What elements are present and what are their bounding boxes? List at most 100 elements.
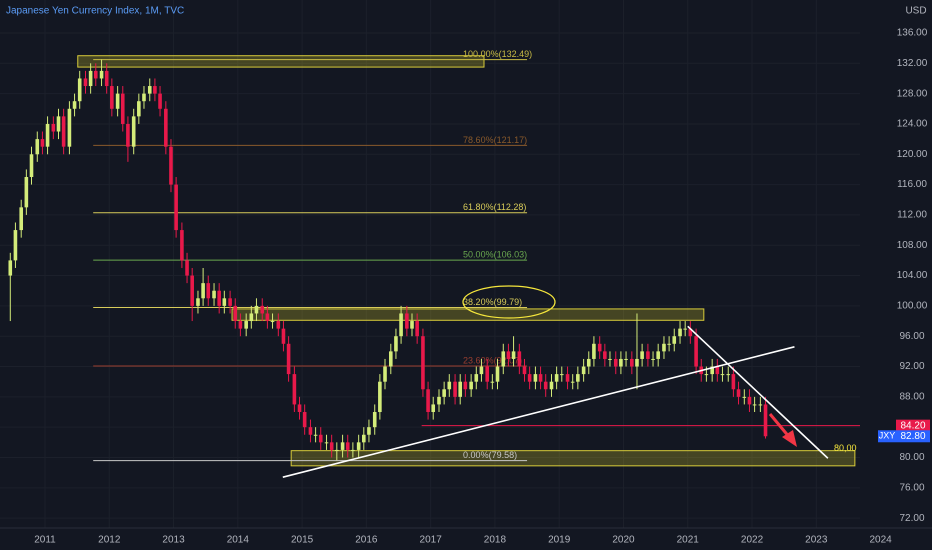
candle-body	[260, 305, 265, 314]
candle-body	[656, 351, 660, 359]
candle-body	[93, 70, 98, 79]
candle-body	[238, 321, 243, 329]
candle-body	[29, 154, 34, 178]
candle-body	[463, 381, 468, 390]
candle-body	[190, 275, 194, 306]
plot: 100.00%(132.49) 78.60%(121.17) 61.80%(112.…	[8, 49, 860, 478]
candle-body	[345, 442, 350, 450]
x-tick-label: 2022	[741, 535, 764, 546]
fib-label: 23.60%(92.07)	[463, 355, 522, 365]
level-price-label: 84.20	[900, 420, 925, 431]
candle-body	[527, 374, 532, 382]
candle-body	[45, 123, 50, 147]
candle-body	[554, 374, 559, 382]
x-tick-label: 2012	[98, 535, 121, 546]
y-tick-label: 120.00	[897, 149, 928, 160]
candle-body	[286, 343, 291, 375]
candle-body	[586, 358, 591, 367]
last-price-label: 82.80	[900, 431, 925, 442]
candle-body	[137, 101, 141, 117]
candle-body	[630, 358, 634, 367]
candle-body	[538, 374, 543, 382]
candle-body	[533, 374, 538, 382]
y-tick-label: 96.00	[899, 331, 924, 342]
zone	[290, 450, 856, 467]
candle-body	[126, 123, 130, 147]
candle-body	[635, 358, 639, 367]
candle-body	[570, 381, 575, 383]
candle-body	[61, 116, 66, 147]
x-tick-label: 2017	[420, 535, 443, 546]
x-tick-label: 2016	[355, 535, 378, 546]
y-tick-label: 136.00	[897, 28, 928, 39]
candle-body	[8, 260, 13, 276]
arrow-shaft	[768, 413, 792, 439]
candle-body	[608, 358, 612, 360]
candle-body	[442, 389, 446, 397]
candle-body	[35, 139, 40, 155]
candle-body	[399, 313, 403, 337]
candle-body	[479, 366, 484, 375]
candle-body	[51, 123, 56, 132]
candle-body	[517, 351, 522, 367]
candle-body	[731, 374, 736, 390]
candle-body	[142, 93, 146, 102]
candle-body	[56, 116, 61, 132]
candle-body	[415, 321, 419, 337]
candle-body	[356, 442, 361, 450]
candle-body	[276, 321, 281, 329]
x-tick-label: 2020	[612, 535, 635, 546]
fib-label: 78.60%(121.17)	[463, 135, 527, 145]
forecast-arrow	[768, 413, 797, 447]
candle-body	[747, 396, 752, 405]
candle-body	[394, 336, 398, 352]
candle-body	[104, 70, 109, 87]
candle-body	[559, 374, 564, 376]
candle-body	[147, 86, 152, 94]
candle-body	[383, 366, 387, 382]
candle-body	[222, 298, 227, 306]
axes: 72.0076.0080.0084.0088.0092.0096.00100.0…	[34, 28, 930, 546]
candle-body	[694, 336, 698, 367]
candle-body	[324, 442, 329, 444]
candle-body	[233, 305, 238, 322]
candle-body	[672, 336, 677, 344]
x-tick-label: 2019	[548, 535, 571, 546]
candle-body	[421, 336, 425, 390]
candle-body	[469, 381, 473, 390]
candle-body	[335, 449, 339, 451]
candle-body	[506, 351, 511, 359]
candle-body	[736, 389, 741, 397]
x-tick-label: 2018	[484, 535, 507, 546]
candle-body	[474, 374, 479, 382]
candle-body	[715, 366, 720, 375]
candle-body	[196, 298, 200, 306]
last-price-tag	[896, 430, 930, 443]
candle-body	[318, 434, 323, 443]
candle-body	[88, 70, 93, 87]
candle-body	[228, 298, 232, 306]
candle-body	[405, 313, 409, 329]
chart-title: Japanese Yen Currency Index, 1M, TVC	[6, 6, 184, 17]
candle-body	[265, 313, 270, 322]
candle-body	[597, 343, 602, 352]
candle-body	[410, 321, 414, 329]
y-tick-label: 132.00	[897, 58, 928, 69]
candle-body	[254, 305, 259, 314]
candle-body	[244, 321, 248, 329]
y-tick-label: 104.00	[897, 270, 928, 281]
y-tick-label: 116.00	[897, 179, 927, 190]
candle-body	[313, 434, 318, 436]
candle-body	[624, 358, 628, 360]
candle-body	[704, 374, 709, 376]
y-tick-label: 88.00	[899, 391, 924, 402]
candle-body	[758, 404, 763, 406]
y-tick-label: 72.00	[899, 513, 924, 524]
candle-body	[437, 396, 441, 405]
trendline	[687, 325, 829, 459]
y-tick-label: 124.00	[897, 119, 928, 130]
candle-body	[683, 328, 687, 330]
candle-body	[24, 177, 29, 208]
fib-label: 38.20%(99.79)	[463, 297, 522, 307]
